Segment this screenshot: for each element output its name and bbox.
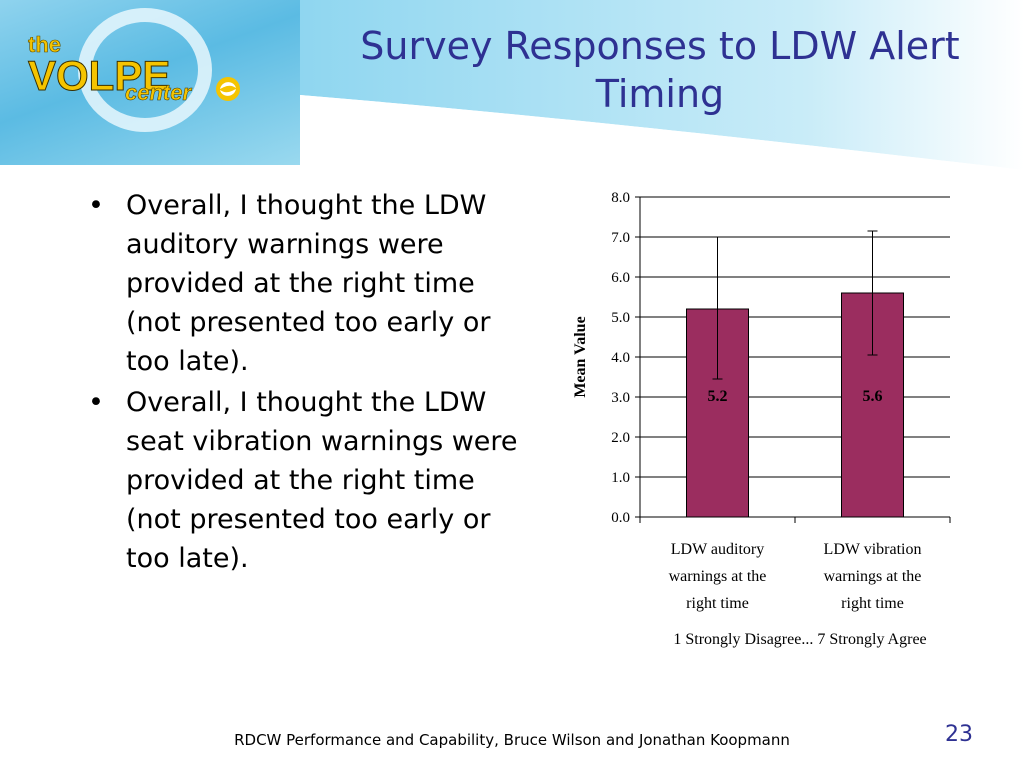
header-swoosh [300, 0, 1024, 175]
bullet-text: Overall, I thought the LDW seat vibratio… [126, 387, 518, 574]
volpe-logo-art: the VOLPE center [28, 8, 240, 132]
y-tick-label: 1.0 [611, 470, 630, 486]
y-axis-title: Mean Value [572, 316, 589, 397]
y-tick-label: 7.0 [611, 230, 630, 246]
bullet-icon: • [88, 190, 104, 221]
bullet-item: • Overall, I thought the LDW auditory wa… [84, 186, 524, 381]
x-category-label: right time [841, 595, 904, 612]
y-tick-label: 8.0 [611, 190, 630, 206]
bullet-text: Overall, I thought the LDW auditory warn… [126, 190, 491, 377]
x-axis-title: 1 Strongly Disagree... 7 Strongly Agree [673, 631, 926, 648]
swirl-icon [216, 77, 240, 101]
header-band [0, 0, 1024, 175]
bullet-icon: • [88, 387, 104, 418]
x-category-label: LDW auditory [671, 541, 764, 558]
x-category-label: warnings at the [824, 568, 922, 585]
volpe-logo: the VOLPE center [0, 0, 300, 165]
chart-svg: 0.0 1.0 2.0 3.0 4.0 5.0 6.0 7.0 8.0 5.2 LDW audito… [572, 190, 951, 648]
y-tick-label: 5.0 [611, 310, 630, 326]
logo-the: the [28, 32, 61, 57]
logo-volpe: VOLPE [28, 52, 170, 99]
data-label: 5.6 [863, 388, 883, 405]
y-tick-label: 2.0 [611, 430, 630, 446]
slide-title: Survey Responses to LDW Alert Timing [360, 24, 960, 116]
page-number: 23 [945, 722, 973, 747]
bar-chart: 0.0 1.0 2.0 3.0 4.0 5.0 6.0 7.0 8.0 5.2 LDW audito… [560, 180, 980, 660]
x-category-label: LDW vibration [824, 541, 922, 558]
y-tick-label: 3.0 [611, 390, 630, 406]
slide-footer: RDCW Performance and Capability, Bruce W… [234, 731, 790, 749]
logo-center: center [125, 80, 192, 105]
x-category-label: warnings at the [669, 568, 767, 585]
y-tick-label: 0.0 [611, 510, 630, 526]
x-category-label: right time [686, 595, 749, 612]
data-label: 5.2 [708, 388, 728, 405]
y-tick-label: 6.0 [611, 270, 630, 286]
y-tick-label: 4.0 [611, 350, 630, 366]
bullet-item: • Overall, I thought the LDW seat vibrat… [84, 383, 524, 578]
bullet-list: • Overall, I thought the LDW auditory wa… [84, 186, 524, 580]
